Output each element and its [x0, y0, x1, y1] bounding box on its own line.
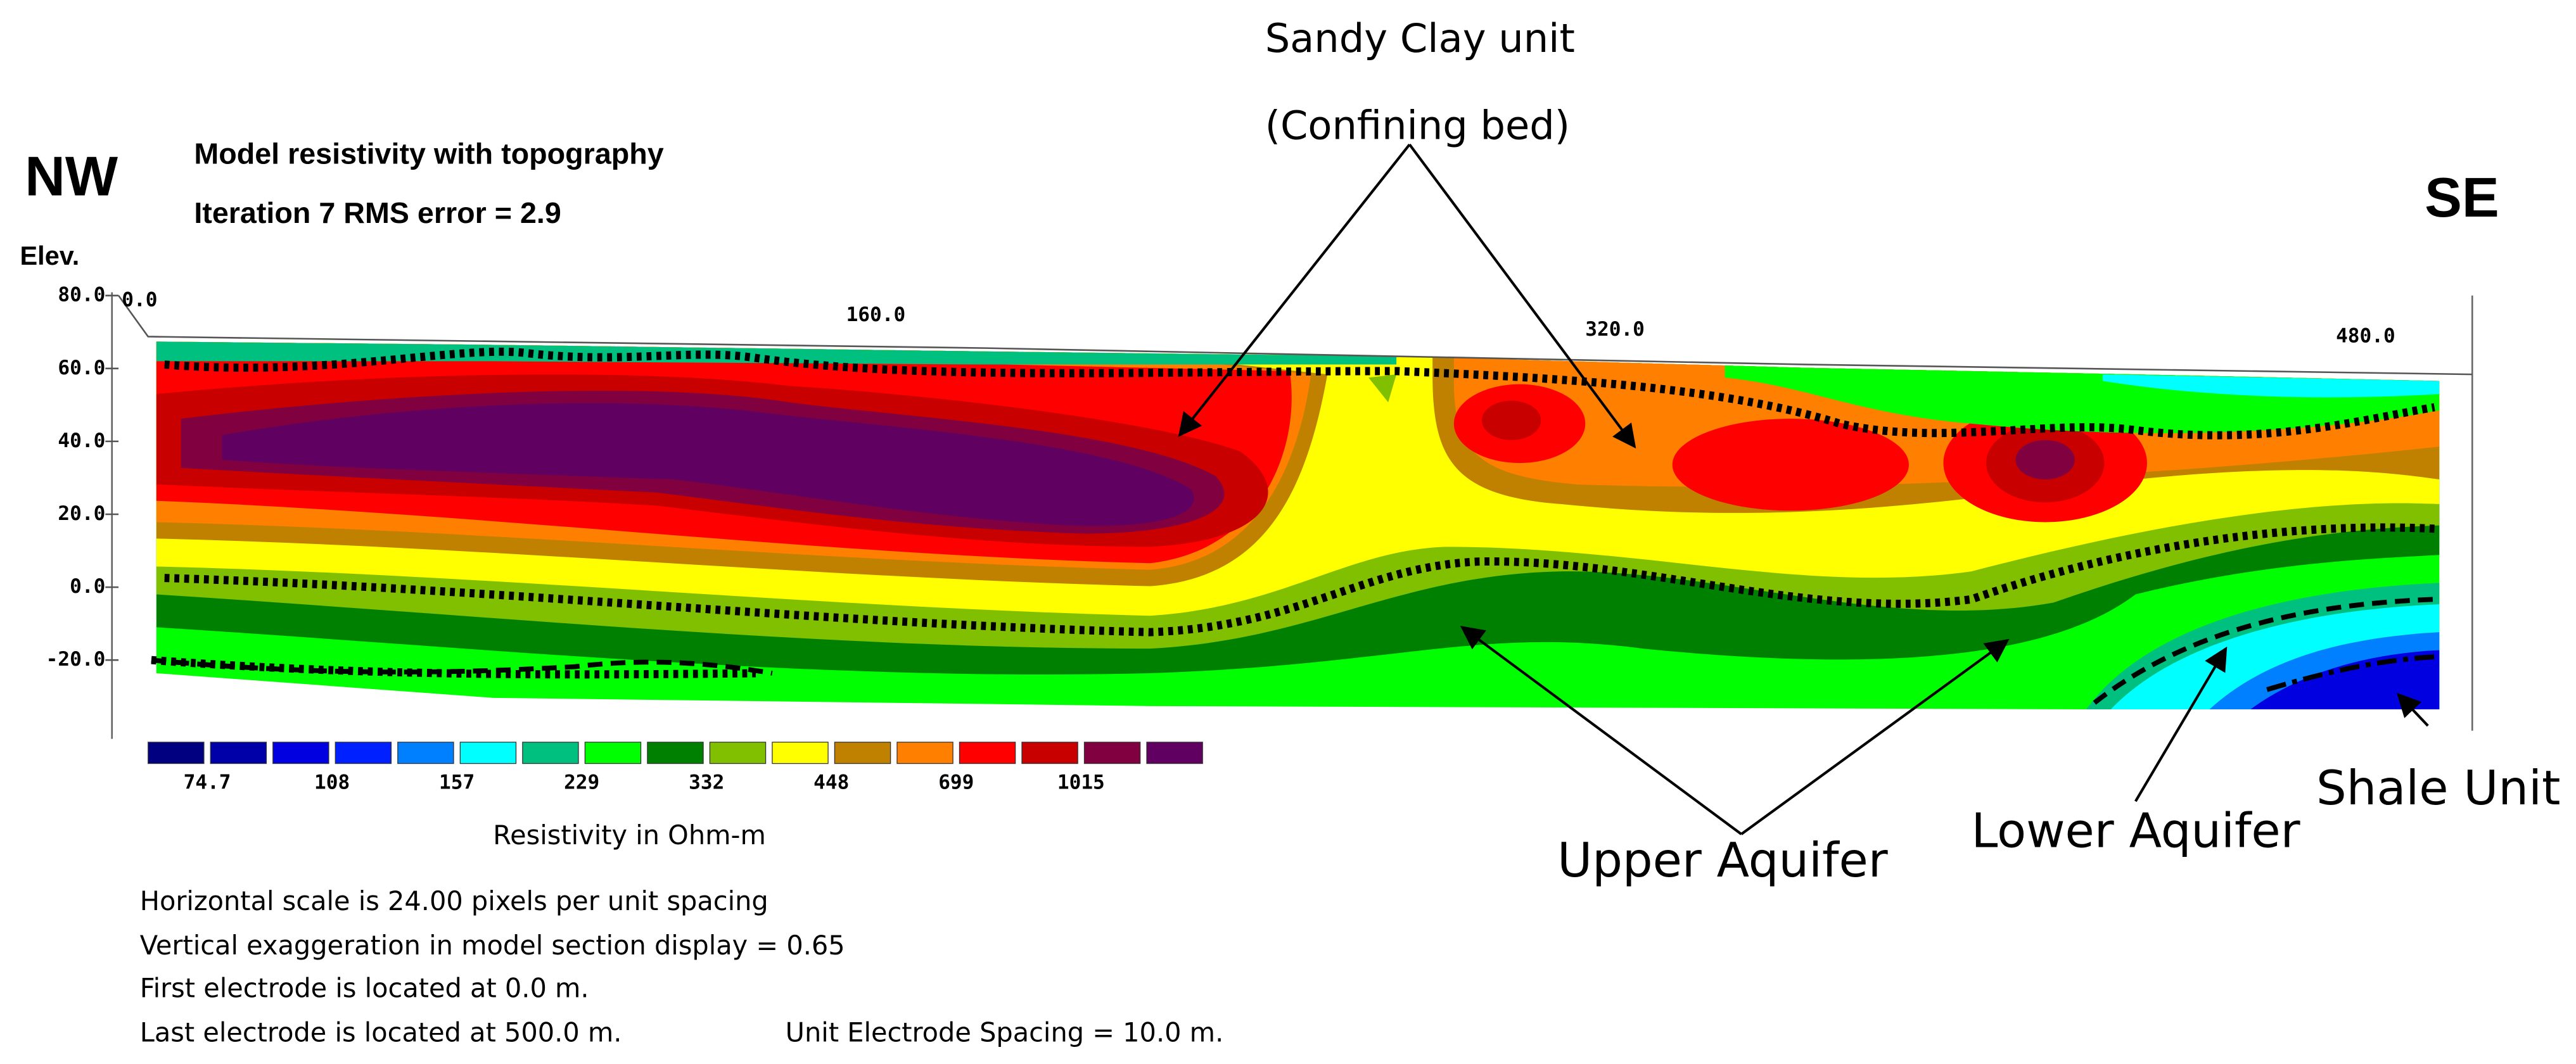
- note: Vertical exaggeration in model section d…: [140, 930, 845, 961]
- annotation: (Confining bed): [1265, 102, 1570, 148]
- boundary-line: [164, 523, 2435, 636]
- y-tick-label: 60.0: [58, 357, 105, 379]
- legend-label: 699: [938, 771, 974, 794]
- legend-swatch: [335, 742, 392, 764]
- legend-swatch: [459, 742, 517, 764]
- se-label: SE: [2425, 166, 2499, 229]
- legend-swatch: [834, 742, 891, 764]
- legend-label: 1015: [1057, 771, 1105, 794]
- dashed-line: [2266, 654, 2435, 692]
- x-tick-label: 0.0: [122, 288, 157, 311]
- legend-swatch: [584, 742, 642, 764]
- legend-label: 157: [439, 771, 475, 794]
- iteration: Iteration 7 RMS error = 2.9: [194, 196, 561, 229]
- arrow: [2397, 692, 2429, 727]
- topography-line: [118, 294, 2473, 376]
- legend-swatch: [210, 742, 267, 764]
- legend-swatch: [647, 742, 704, 764]
- y-ticks: 80.0 60.0 40.0 20.0 0.0 -20.0: [46, 284, 119, 671]
- x-tick-label: 160.0: [846, 303, 906, 326]
- legend-swatch: [1083, 742, 1141, 764]
- dashed-line: [2093, 597, 2435, 705]
- annotation: Shale Unit: [2316, 760, 2560, 816]
- nw-label: NW: [25, 144, 118, 207]
- x-ticks: 0.0 160.0 320.0 480.0: [122, 288, 2395, 347]
- annotation: Sandy Clay unit: [1265, 15, 1575, 61]
- arrow: [1460, 626, 1742, 835]
- x-tick-label: 480.0: [2336, 324, 2395, 347]
- legend-label: 448: [813, 771, 849, 794]
- arrow: [1408, 143, 1636, 449]
- x-tick-label: 320.0: [1585, 318, 1645, 341]
- arrow: [2134, 646, 2228, 802]
- legend-swatch: [397, 742, 454, 764]
- y-tick-label: 80.0: [58, 284, 105, 307]
- annotation: Lower Aquifer: [1972, 803, 2300, 859]
- legend-swatch: [1146, 742, 1203, 764]
- annotation: Upper Aquifer: [1557, 832, 1888, 888]
- legend-swatch: [896, 742, 953, 764]
- legend-label: 332: [689, 771, 724, 794]
- note: Last electrode is located at 500.0 m.: [140, 1016, 622, 1048]
- boundary-line: [151, 656, 756, 679]
- legend-swatch: [522, 742, 579, 764]
- y-tick-label: 40.0: [58, 429, 105, 452]
- legend-swatch: [1021, 742, 1078, 764]
- resistivity-section: [156, 341, 2440, 709]
- legend-label: 74.7: [184, 771, 231, 794]
- y-tick-label: 0.0: [70, 575, 105, 598]
- dashed-line: [151, 657, 773, 676]
- legend: 74.7 108 157 229 332 448 699 1015: [148, 742, 1203, 794]
- y-tick-label: -20.0: [46, 648, 106, 671]
- legend-label: 108: [314, 771, 350, 794]
- legend-caption: Resistivity in Ohm-m: [493, 820, 766, 851]
- title: Model resistivity with topography: [194, 137, 663, 170]
- note: Horizontal scale is 24.00 pixels per uni…: [140, 885, 768, 916]
- y-tick-label: 20.0: [58, 502, 105, 525]
- arrow: [1740, 638, 2010, 835]
- note: Unit Electrode Spacing = 10.0 m.: [786, 1016, 1224, 1048]
- legend-swatch: [959, 742, 1016, 764]
- legend-swatch: [272, 742, 329, 764]
- legend-swatch: [772, 742, 829, 764]
- note: First electrode is located at 0.0 m.: [140, 972, 589, 1003]
- legend-label: 229: [564, 771, 599, 794]
- legend-swatch: [709, 742, 767, 764]
- legend-swatch: [148, 742, 205, 764]
- arrow: [1178, 143, 1411, 437]
- elev-label: Elev.: [20, 241, 80, 270]
